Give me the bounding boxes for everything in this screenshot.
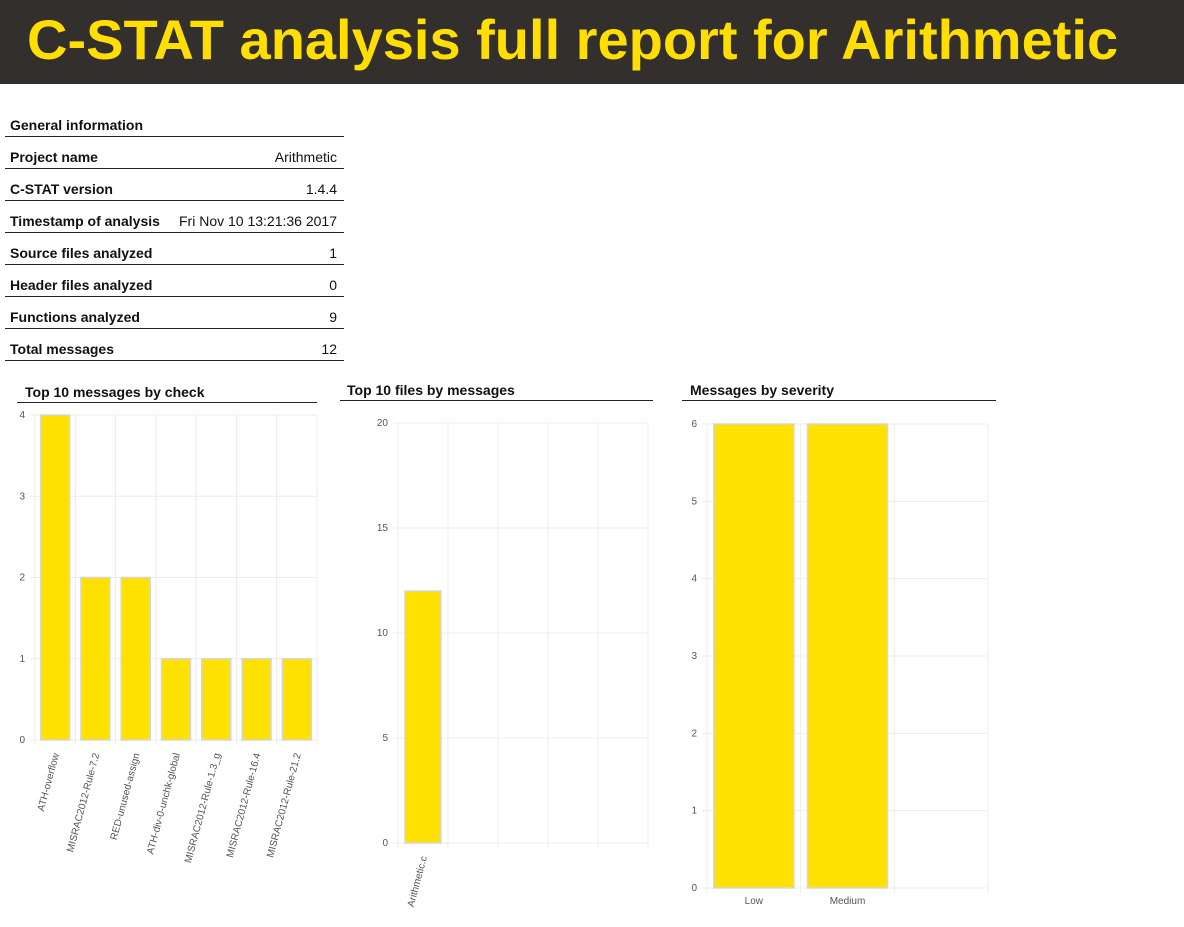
info-key: Functions analyzed: [5, 296, 171, 329]
info-row-timestamp: Timestamp of analysis Fri Nov 10 13:21:3…: [5, 200, 344, 233]
bar: [806, 423, 889, 889]
chart-messages-by-check-plot: 0 1 2 3 4 ATH-overflow MISRAC2012-Rule-7.2 RED-…: [19, 410, 318, 864]
info-key: C-STAT version: [5, 168, 171, 201]
chart-files-by-messages-plot: 0 5 10 15 20 Arithmetic.c: [377, 418, 649, 908]
info-value: 12: [170, 328, 344, 361]
y-tick-label: 3: [691, 651, 697, 662]
report-title: C-STAT analysis full report for Arithmet…: [27, 8, 1119, 71]
chart-title-rule: [682, 400, 996, 401]
x-tick-label: Low: [745, 896, 764, 907]
bar: [120, 576, 151, 741]
bar: [713, 423, 795, 889]
info-key: Project name: [5, 136, 171, 169]
info-row-functions: Functions analyzed 9: [5, 296, 344, 329]
info-row-cstat-version: C-STAT version 1.4.4: [5, 168, 344, 201]
x-tick-label: MISRAC2012-Rule-21.2: [265, 752, 304, 859]
info-value: 0: [170, 264, 344, 297]
y-tick-label: 10: [377, 628, 389, 639]
y-tick-label: 1: [19, 654, 25, 665]
bar: [281, 658, 313, 741]
info-value: 9: [170, 296, 344, 329]
general-information-heading: General information: [5, 105, 344, 137]
report-header: C-STAT analysis full report for Arithmet…: [0, 0, 1184, 84]
info-key: Total messages: [5, 328, 171, 361]
chart-title: Top 10 files by messages: [347, 382, 515, 398]
x-tick-label: ATH-overflow: [36, 751, 62, 812]
general-information-header-row: General information: [5, 105, 344, 137]
y-tick-label: 2: [19, 573, 25, 584]
bar: [80, 576, 111, 741]
info-key: Header files analyzed: [5, 264, 171, 297]
y-tick-label: 5: [691, 496, 697, 507]
y-tick-label: 6: [691, 419, 697, 430]
info-key: Source files analyzed: [5, 232, 171, 265]
y-tick-label: 0: [691, 883, 697, 894]
bar: [201, 658, 232, 741]
x-tick-label: Medium: [830, 896, 866, 907]
bar: [160, 658, 192, 741]
info-row-source-files: Source files analyzed 1: [5, 232, 344, 265]
x-tick-label: MISRAC2012-Rule-1.3_g: [183, 752, 223, 864]
y-tick-label: 15: [377, 523, 389, 534]
bar: [404, 590, 442, 844]
bar: [241, 658, 272, 741]
chart-title: Top 10 messages by check: [25, 384, 205, 400]
bar: [39, 414, 71, 741]
y-tick-label: 4: [691, 574, 697, 585]
info-value: 1: [170, 232, 344, 265]
y-tick-label: 4: [19, 410, 25, 421]
info-key: Timestamp of analysis: [5, 200, 171, 233]
info-row-total-messages: Total messages 12: [5, 328, 344, 361]
y-tick-label: 1: [691, 806, 697, 817]
x-tick-label: MISRAC2012-Rule-16.4: [225, 752, 264, 859]
info-value: 1.4.4: [170, 168, 344, 201]
x-tick-label: ATH-div-0-unchk-global: [145, 752, 183, 856]
y-tick-label: 0: [19, 735, 25, 746]
y-tick-label: 20: [377, 418, 389, 429]
chart-title-rule: [17, 402, 317, 403]
x-tick-label: MISRAC2012-Rule-7.2: [65, 752, 102, 854]
y-tick-label: 3: [19, 491, 25, 502]
chart-messages-by-severity-plot: 0 1 2 3 4 5 6 Low Medium: [691, 419, 989, 907]
y-tick-label: 0: [382, 838, 388, 849]
chart-title: Messages by severity: [690, 382, 834, 398]
info-row-header-files: Header files analyzed 0: [5, 264, 344, 297]
info-value: Fri Nov 10 13:21:36 2017: [170, 200, 344, 233]
general-information-table: General information Project name Arithme…: [5, 105, 344, 361]
info-row-project-name: Project name Arithmetic: [5, 136, 344, 169]
chart-title-rule: [340, 400, 653, 401]
y-tick-label: 5: [382, 733, 388, 744]
x-tick-label: RED-unused-assign: [109, 752, 143, 841]
x-tick-label: Arithmetic.c: [406, 855, 430, 908]
y-tick-label: 2: [691, 728, 697, 739]
info-value: Arithmetic: [170, 136, 344, 169]
